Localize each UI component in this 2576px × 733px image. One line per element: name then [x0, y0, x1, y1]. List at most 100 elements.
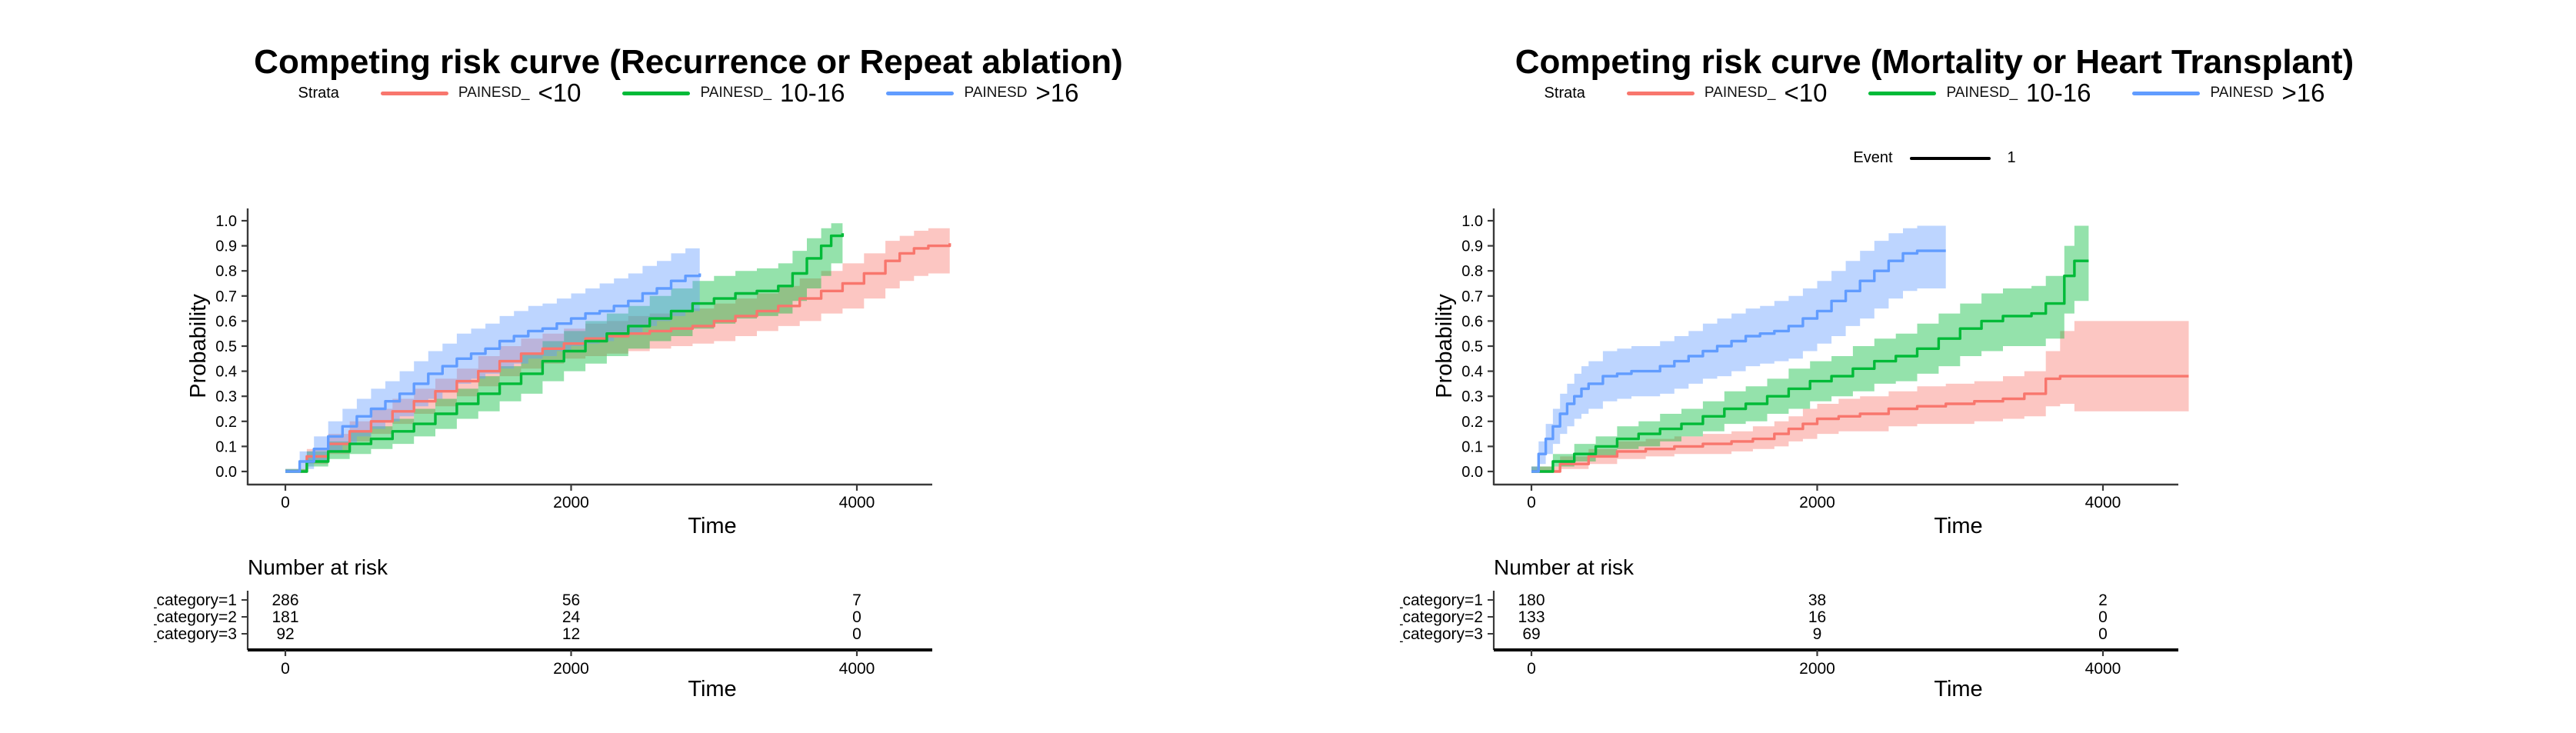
risk-value: 0	[852, 608, 861, 626]
survival-curve-stratum2	[1531, 259, 2089, 473]
legend-item-stratum2: PAINESD_ 10-16	[622, 78, 845, 108]
event-legend-value: 1	[2007, 149, 2016, 166]
y-axis-tick-label: 1.0	[1461, 213, 1483, 230]
x-axis-tick-label: 2000	[1799, 494, 1835, 511]
risk-value: 56	[562, 591, 580, 609]
y-axis-tick-label: 0.3	[1461, 388, 1483, 405]
y-axis-tick-label: 0.1	[215, 438, 237, 455]
legend-item-stratum1: PAINESD_ <10	[1626, 78, 1828, 108]
survival-curve-stratum1	[1531, 375, 2189, 473]
legend-stratum3-value: >16	[2281, 78, 2325, 107]
x-axis-tick-label: 2000	[553, 494, 589, 511]
y-axis-tick-label: 0.8	[1461, 263, 1483, 280]
risk-value: 9	[1813, 625, 1822, 643]
risk-value: 0	[2098, 625, 2108, 643]
y-axis-tick-label: 1.0	[215, 213, 237, 230]
risk-value: 38	[1808, 591, 1826, 609]
legend-stratum1-prefix: PAINESD_	[458, 85, 530, 101]
x-axis-tick-label: 0	[1527, 494, 1536, 511]
risk-row-label: PAINESD_category=1	[154, 591, 237, 609]
risk-x-axis-tick-label: 0	[281, 660, 290, 678]
legend-stratum2-prefix: PAINESD_	[700, 85, 772, 101]
event-legend: Event 1	[1377, 149, 2492, 167]
risk-table-x-axis-title: Time	[1934, 677, 1983, 701]
y-axis-tick-label: 0.5	[215, 338, 237, 355]
risk-value: 2	[2098, 591, 2108, 609]
event-line-icon	[1909, 156, 1991, 160]
confidence-band-stratum1	[1531, 321, 2189, 471]
risk-value: 12	[562, 625, 580, 643]
y-axis-tick-label: 0.1	[1461, 438, 1483, 455]
confidence-band-stratum1	[285, 228, 950, 471]
risk-value: 92	[276, 625, 294, 643]
risk-row-label: PAINESD_category=2	[154, 608, 237, 626]
y-axis-tick-label: 0.6	[1461, 313, 1483, 330]
legend-stratum1-value: <10	[1784, 78, 1828, 107]
legend-stratum2-value: 10-16	[2026, 78, 2091, 107]
risk-x-axis-tick-label: 4000	[839, 660, 875, 678]
survival-curve-stratum2	[285, 233, 845, 473]
risk-value: 286	[272, 591, 298, 609]
risk-value: 7	[852, 591, 861, 609]
stratum3-line-icon	[2132, 91, 2201, 95]
strata-legend-label: Strata	[298, 84, 339, 102]
legend-item-stratum3: PAINESD >16	[2132, 78, 2324, 108]
strata-legend-label: Strata	[1544, 84, 1585, 102]
panel-mortality: Competing risk curve (Mortality or Heart…	[1377, 0, 2492, 733]
number-at-risk-title: Number at risk	[1494, 555, 1635, 579]
survival-curve-stratum3	[285, 273, 701, 473]
risk-x-axis-tick-label: 0	[1527, 660, 1536, 678]
stratum3-line-icon	[886, 91, 955, 95]
panel-recurrence: Competing risk curve (Recurrence or Repe…	[131, 0, 1246, 733]
confidence-band-stratum3	[285, 245, 700, 471]
x-axis-tick-label: 0	[281, 494, 290, 511]
risk-value: 0	[2098, 608, 2108, 626]
legend-stratum2-prefix: PAINESD_	[1946, 85, 2018, 101]
survival-plot-recurrence: 0.0 0.1 0.2 0.3 0.4 0.5 0.6 0.7 0.8 0.9 1.0 0 2000 40…	[154, 208, 951, 678]
risk-value: 180	[1518, 591, 1545, 609]
x-axis-tick-label: 4000	[839, 494, 875, 511]
legend-stratum3-value: >16	[1035, 78, 1079, 107]
risk-x-axis-tick-label: 4000	[2085, 660, 2121, 678]
y-axis-tick-label: 0.7	[1461, 288, 1483, 305]
page-title: Competing risk curve (Mortality or Heart…	[1515, 42, 2354, 81]
y-axis-tick-label: 0.4	[215, 364, 237, 381]
risk-row-label: PAINESD_category=3	[154, 625, 237, 643]
risk-row-label: PAINESD_category=3	[1400, 625, 1483, 643]
y-axis-tick-label: 0.3	[215, 388, 237, 405]
risk-value: 0	[852, 625, 861, 643]
x-axis-tick-label: 4000	[2085, 494, 2121, 511]
legend-item-stratum1: PAINESD_ <10	[380, 78, 582, 108]
event-legend-label: Event	[1853, 149, 1893, 166]
risk-value: 181	[272, 608, 298, 626]
y-axis-tick-label: 0.9	[1461, 238, 1483, 255]
y-axis-tick-label: 0.2	[1461, 414, 1483, 431]
strata-legend: Strata PAINESD_ <10 PAINESD_ 10-16 PAINE…	[1377, 78, 2492, 108]
stratum2-line-icon	[1868, 91, 1937, 95]
legend-stratum2-value: 10-16	[780, 78, 845, 107]
stratum2-line-icon	[622, 91, 691, 95]
y-axis-tick-label: 0.8	[215, 263, 237, 280]
y-axis-tick-label: 0.4	[1461, 364, 1483, 381]
confidence-band-stratum3	[1531, 225, 1946, 471]
survival-plot-mortality: 0.00.10.20.30.40.50.60.70.80.91.00 2000 40…	[1400, 208, 2189, 678]
confidence-band-stratum2	[1531, 225, 2089, 471]
y-axis-tick-label: 0.9	[215, 238, 237, 255]
legend-stratum1-value: <10	[538, 78, 582, 107]
risk-value: 24	[562, 608, 581, 626]
x-axis-title: Time	[688, 514, 737, 538]
x-axis-title: Time	[1934, 514, 1983, 538]
risk-value: 69	[1522, 625, 1540, 643]
y-axis-tick-label: 0.7	[215, 288, 237, 305]
risk-row-label: PAINESD_category=1	[1400, 591, 1483, 609]
legend-stratum3-prefix: PAINESD	[964, 85, 1028, 101]
risk-value: 16	[1808, 608, 1826, 626]
survival-curve-stratum3	[1531, 249, 1946, 473]
risk-value: 133	[1518, 608, 1545, 626]
legend-item-stratum2: PAINESD_ 10-16	[1868, 78, 2091, 108]
y-axis-tick-label: 0.5	[1461, 338, 1483, 355]
risk-row-label: PAINESD_category=2	[1400, 608, 1483, 626]
y-axis-tick-label: 0.2	[215, 414, 237, 431]
number-at-risk-title: Number at risk	[248, 555, 388, 579]
